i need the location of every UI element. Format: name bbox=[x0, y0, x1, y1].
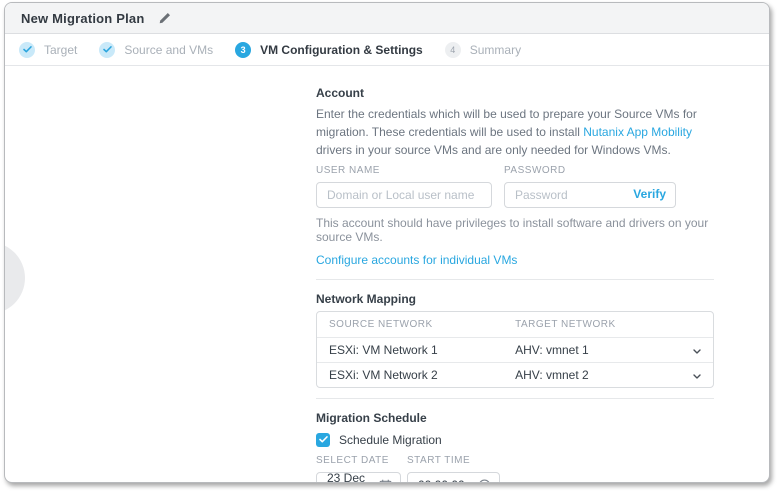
date-value: 23 Dec 2016 bbox=[327, 471, 366, 483]
step-number-badge: 4 bbox=[444, 41, 461, 58]
target-network-value: AHV: vmnet 1 bbox=[515, 343, 589, 357]
verify-button[interactable]: Verify bbox=[633, 187, 666, 201]
calendar-icon bbox=[379, 479, 392, 482]
target-network-select[interactable]: AHV: vmnet 2 bbox=[503, 368, 713, 382]
left-panel-handle[interactable] bbox=[5, 242, 25, 314]
target-network-column-header: TARGET NETWORK bbox=[515, 319, 616, 330]
configure-accounts-link[interactable]: Configure accounts for individual VMs bbox=[316, 253, 518, 267]
table-header-row: SOURCE NETWORK TARGET NETWORK bbox=[317, 312, 713, 337]
start-time-label: START TIME bbox=[407, 455, 471, 466]
source-network-value: ESXi: VM Network 2 bbox=[329, 368, 438, 382]
account-section: Account Enter the credentials which will… bbox=[316, 86, 714, 269]
password-field-group: PASSWORD Verify bbox=[504, 165, 676, 208]
check-icon bbox=[99, 41, 116, 58]
schedule-migration-checkbox-row[interactable]: Schedule Migration bbox=[316, 432, 714, 447]
time-value: 00:00:00 bbox=[418, 478, 465, 482]
network-mapping-table: SOURCE NETWORK TARGET NETWORK ESXi: VM N… bbox=[316, 311, 714, 388]
step-label: Source and VMs bbox=[124, 42, 214, 57]
step-label: Target bbox=[44, 42, 78, 57]
migration-plan-dialog: New Migration Plan Target Source and VMs bbox=[4, 2, 770, 483]
step-vm-configuration[interactable]: 3 VM Configuration & Settings bbox=[235, 41, 423, 58]
wizard-stepper: Target Source and VMs 3 VM Configuration… bbox=[5, 34, 769, 66]
username-label: USER NAME bbox=[316, 165, 380, 176]
checkbox-checked-icon[interactable] bbox=[316, 432, 330, 447]
target-network-value: AHV: vmnet 2 bbox=[515, 368, 589, 382]
section-divider bbox=[316, 398, 714, 399]
schedule-migration-label: Schedule Migration bbox=[339, 432, 442, 447]
step-source-and-vms[interactable]: Source and VMs bbox=[99, 41, 214, 58]
password-input[interactable] bbox=[504, 182, 676, 208]
account-heading: Account bbox=[316, 86, 364, 100]
target-network-select[interactable]: AHV: vmnet 1 bbox=[503, 343, 713, 357]
chevron-down-icon bbox=[693, 368, 701, 382]
date-picker[interactable]: 23 Dec 2016 bbox=[316, 471, 401, 483]
description-text: drivers in your source VMs and are only … bbox=[316, 143, 671, 157]
time-picker[interactable]: 00:00:00 bbox=[407, 472, 500, 482]
check-icon bbox=[19, 41, 35, 58]
table-row: ESXi: VM Network 2 AHV: vmnet 2 bbox=[317, 362, 713, 387]
table-row: ESXi: VM Network 1 AHV: vmnet 1 bbox=[317, 337, 713, 362]
app-mobility-link[interactable]: Nutanix App Mobility bbox=[583, 125, 692, 139]
step-label: VM Configuration & Settings bbox=[260, 42, 423, 57]
titlebar: New Migration Plan bbox=[5, 3, 769, 34]
network-mapping-heading: Network Mapping bbox=[316, 292, 417, 306]
migration-schedule-heading: Migration Schedule bbox=[316, 411, 427, 425]
chevron-down-icon bbox=[693, 343, 701, 357]
edit-title-icon[interactable] bbox=[159, 12, 171, 24]
username-field-group: USER NAME bbox=[316, 165, 492, 208]
step-summary[interactable]: 4 Summary bbox=[444, 41, 522, 58]
step-target[interactable]: Target bbox=[19, 41, 78, 58]
password-label: PASSWORD bbox=[504, 165, 566, 176]
account-helper-text: This account should have privileges to i… bbox=[316, 216, 709, 244]
source-network-column-header: SOURCE NETWORK bbox=[329, 319, 433, 330]
step-label: Summary bbox=[469, 42, 522, 57]
page-title: New Migration Plan bbox=[21, 10, 145, 26]
clock-icon bbox=[478, 479, 491, 482]
section-divider bbox=[316, 279, 714, 280]
network-mapping-section: Network Mapping SOURCE NETWORK TARGET NE… bbox=[316, 292, 714, 388]
username-input[interactable] bbox=[316, 182, 492, 208]
account-description: Enter the credentials which will be used… bbox=[316, 105, 702, 159]
step-number-badge: 3 bbox=[235, 41, 252, 58]
select-date-label: SELECT DATE bbox=[316, 455, 389, 466]
description-text: Enter the credentials which will be used… bbox=[316, 107, 697, 139]
migration-schedule-section: Migration Schedule Schedule Migration SE… bbox=[316, 411, 714, 483]
wizard-body: Account Enter the credentials which will… bbox=[5, 66, 769, 482]
source-network-value: ESXi: VM Network 1 bbox=[329, 343, 438, 357]
